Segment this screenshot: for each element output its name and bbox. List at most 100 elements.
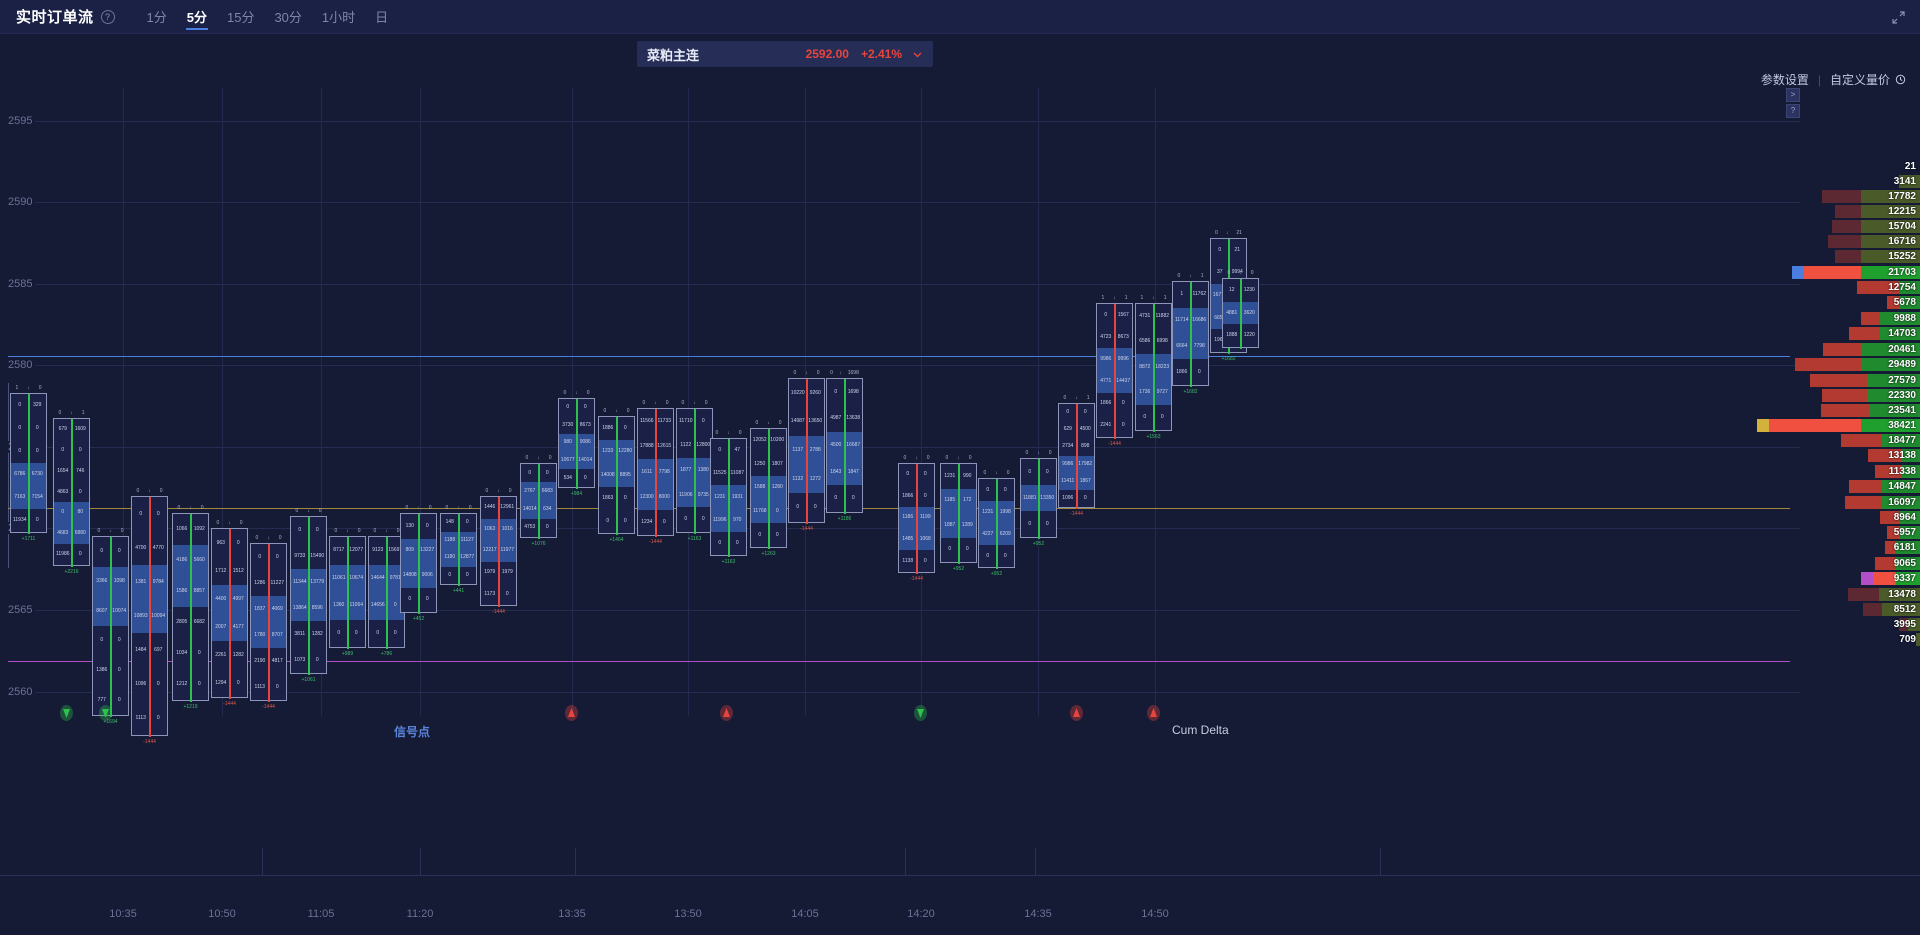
volume-profile-row[interactable]: 23541 (1790, 404, 1920, 417)
bid-volume-cell: 1231 (714, 493, 726, 500)
signal-marker-down[interactable] (914, 705, 927, 721)
footprint-candle[interactable]: 0 ↓ 0 0 0 3366 1098 8607 10074 0 0 1386 0 777 0 (92, 528, 129, 717)
volume-profile-row[interactable]: 9337 (1790, 572, 1920, 585)
footprint-candle[interactable]: 0 ↓ 0 1231 990 1185 172 1887 1289 0 0 (940, 455, 977, 564)
volume-profile-row[interactable]: 15704 (1790, 220, 1920, 233)
profile-buy-bar (1908, 618, 1920, 631)
question-circle-icon[interactable]: ? (100, 9, 115, 24)
expand-arrows-icon[interactable] (1891, 10, 1906, 25)
volume-profile-row[interactable]: 16716 (1790, 235, 1920, 248)
help-button[interactable]: ? (1786, 104, 1800, 118)
volume-profile-row[interactable]: 14703 (1790, 327, 1920, 340)
volume-profile-row[interactable]: 8512 (1790, 603, 1920, 616)
signal-marker-down[interactable] (99, 705, 112, 721)
footprint-candle[interactable]: 1 ↓ 0 0 329 0 0 0 0 6786 6730 7163 7154 11934 0 (10, 385, 47, 534)
footprint-candle[interactable]: 0 ↓ 0 10220 9260 14987 13650 1137 2788 1132 1272 0 0 (788, 370, 825, 524)
volume-profile-row[interactable]: 14847 (1790, 480, 1920, 493)
candle-delta-label: -1444 (143, 739, 156, 745)
footprint-candle[interactable]: 0 ↓ 0 0 0 9733 15490 11344 13779 13864 8596 3811 128… (290, 508, 327, 675)
footprint-candle[interactable]: 0 ↓ 0 12 1230 4881 3620 1888 1220 (1222, 270, 1259, 349)
footprint-candle[interactable]: 0 ↓ 0 0 0 2767 6683 14014 634 4753 0 (520, 455, 557, 539)
volume-profile-row[interactable]: 16097 (1790, 496, 1920, 509)
volume-profile-row[interactable]: 20461 (1790, 343, 1920, 356)
footprint-candle[interactable]: 0 ↓ 0 0 0 3730 8673 980 9086 10677 14014 534 0 (558, 390, 595, 489)
footprint-candle[interactable]: 0 ↓ 0 0 47 11525 11087 1231 1931 11996 970 0 0 (710, 430, 747, 557)
volume-profile-row[interactable]: 18477 (1790, 434, 1920, 447)
signal-marker-up[interactable] (565, 705, 578, 721)
volume-profile-row[interactable]: 12754 (1790, 281, 1920, 294)
footprint-candle[interactable]: 0 ↓ 0 1446 12961 1063 1016 12217 11977 1979 1979 11… (480, 488, 517, 607)
footprint-candle[interactable]: 0 ↓ 0 0 0 1286 11227 1837 4069 1780 8707 2190 4817 11… (250, 535, 287, 702)
footprint-candle[interactable]: 0 ↓ 0 0 0 4700 4770 1381 9784 10893 10094 1484 697 10… (131, 488, 168, 737)
volume-profile-row[interactable]: 17782 (1790, 190, 1920, 203)
volume-profile-row[interactable]: 29489 (1790, 358, 1920, 371)
footprint-candle[interactable]: 0 ↓ 0 11710 0 1122 12800 1877 1380 11906 9735 0 0 (676, 400, 713, 534)
volume-profile-row[interactable]: 27579 (1790, 374, 1920, 387)
timeframe-tab-3[interactable]: 30分 (274, 10, 302, 25)
footprint-candle[interactable]: 0 ↓ 0 9123 15697 14644 9781 14656 0 0 0 (368, 528, 405, 649)
timeframe-tab-0[interactable]: 1分 (146, 10, 167, 25)
volume-profile-row[interactable]: 13478 (1790, 588, 1920, 601)
ask-volume-cell: 6683 (541, 487, 553, 494)
volume-profile-row[interactable]: 15252 (1790, 250, 1920, 263)
footprint-candle[interactable]: 0 ↓ 0 963 0 1712 1512 4400 4997 2007 4177 2261 1282 1… (211, 520, 248, 699)
volume-profile-row[interactable]: 21703 (1790, 266, 1920, 279)
candle-header-dots: 0 ↓ 0 (638, 400, 673, 406)
volume-profile-row[interactable]: 3141 (1790, 175, 1920, 188)
footprint-candle[interactable]: 0 ↓ 0 0 0 11881 13350 0 0 (1020, 450, 1057, 539)
footprint-candle[interactable]: 0 ↓ 0 0 0 1231 1998 4227 6209 0 0 (978, 470, 1015, 569)
footprint-candle[interactable]: 0 ↓ 0 11566 11733 17888 12615 1611 7798 12300 8000… (637, 400, 674, 537)
footprint-candle[interactable]: 0 ↓ 0 148 0 1188 11127 1180 12877 0 0 (440, 505, 477, 586)
volume-profile-row[interactable]: 6181 (1790, 541, 1920, 554)
timeframe-tab-5[interactable]: 日 (375, 10, 389, 25)
signal-marker-up[interactable] (1070, 705, 1083, 721)
footprint-candle[interactable]: 1 ↓ 1 0 1567 4723 8673 9986 9996 4771 14437 1866 0 22… (1096, 295, 1133, 439)
volume-profile-row[interactable]: 38421 (1756, 419, 1920, 432)
signal-marker-up[interactable] (720, 705, 733, 721)
volume-profile-row[interactable]: 11338 (1790, 465, 1920, 478)
candle-delta-label: -1444 (223, 701, 236, 707)
ask-volume-cell: 1220 (1243, 332, 1255, 339)
timeframe-tab-4[interactable]: 1小时 (321, 10, 356, 25)
footprint-candle[interactable]: 0 ↓ 1698 0 1698 4987 13638 4500 16687 1843 1847 0 0 (826, 370, 863, 514)
next-page-button[interactable]: > (1786, 88, 1800, 102)
timeframe-tab-2[interactable]: 15分 (226, 10, 255, 25)
ask-volume-cell: 11087 (730, 470, 745, 477)
volume-profile-row[interactable]: 709 (1790, 633, 1920, 646)
footprint-candle[interactable]: 0 ↓ 0 8717 12077 11061 10674 1360 11064 0 0 (329, 528, 366, 649)
timeframe-tab-1[interactable]: 5分 (177, 0, 217, 34)
bid-volume-cell: 1234 (641, 518, 653, 525)
volume-profile-row[interactable]: 22330 (1790, 389, 1920, 402)
volume-profile-row[interactable]: 5678 (1790, 296, 1920, 309)
footprint-candle[interactable]: 0 ↓ 1 1 11762 11714 16686 6664 7798 1866 0 (1172, 273, 1209, 387)
footprint-candle[interactable]: 0 ↓ 0 1066 1092 4186 5660 1586 8857 2805 6682 1034 0… (172, 505, 209, 702)
volume-profile-row[interactable]: 21 (1790, 160, 1920, 173)
candle-header-dot: 0 (1250, 270, 1254, 276)
footprint-candle[interactable]: 1 ↓ 1 4731 11882 6586 6998 8872 18223 1736 9727 0 0 (1135, 295, 1172, 432)
chart-plot-area[interactable]: 259525902585258025752570256525601↓003290… (0, 88, 1920, 848)
custom-volume-price-button[interactable]: 自定义量价 (1829, 73, 1890, 87)
volume-profile[interactable]: 21 3141 17782 12215 15704 16716 15252 21703 1275… (1756, 88, 1920, 748)
footprint-candle[interactable]: 0 ↓ 0 12052 10200 1250 1807 1588 1280 11768 0 0 0 (750, 420, 787, 549)
volume-profile-row[interactable]: 9065 (1790, 557, 1920, 570)
footprint-candle[interactable]: 0 ↓ 0 0 0 1866 0 1186 1199 1485 1068 1138 0 (898, 455, 935, 574)
volume-profile-row[interactable]: 8964 (1790, 511, 1920, 524)
bid-volume-cell: 1866 (1100, 400, 1112, 407)
footprint-candle[interactable]: 0 ↓ 1 679 1609 0 0 1654 746 4863 0 0 80 4683 6880 11986… (53, 410, 90, 567)
volume-profile-row[interactable]: 13138 (1790, 449, 1920, 462)
symbol-selector[interactable]: 菜粕主连 2592.00 +2.41% (637, 41, 933, 67)
ask-volume-cell: 0 (851, 495, 855, 502)
footprint-candle[interactable]: 0 ↓ 0 1886 0 1233 12280 14008 8895 1863 0 0 0 (598, 408, 635, 535)
candle-body-line (957, 464, 960, 564)
signal-marker-up[interactable] (1147, 705, 1160, 721)
volume-profile-row[interactable]: 5957 (1790, 526, 1920, 539)
footprint-candle[interactable]: 0 ↓ 1 0 0 629 4500 2734 898 9986 17982 11411 1867 109… (1058, 395, 1095, 509)
volume-profile-row[interactable]: 9988 (1790, 312, 1920, 325)
footprint-candle[interactable]: 0 ↓ 0 130 0 809 13227 14808 9006 0 0 (400, 505, 437, 614)
volume-profile-row[interactable]: 12215 (1790, 205, 1920, 218)
param-settings-button[interactable]: 参数设置 (1760, 73, 1809, 87)
clock-icon[interactable] (1895, 74, 1906, 85)
signal-marker-down[interactable] (60, 705, 73, 721)
chevron-down-icon[interactable] (912, 49, 923, 60)
volume-profile-row[interactable]: 3995 (1790, 618, 1920, 631)
